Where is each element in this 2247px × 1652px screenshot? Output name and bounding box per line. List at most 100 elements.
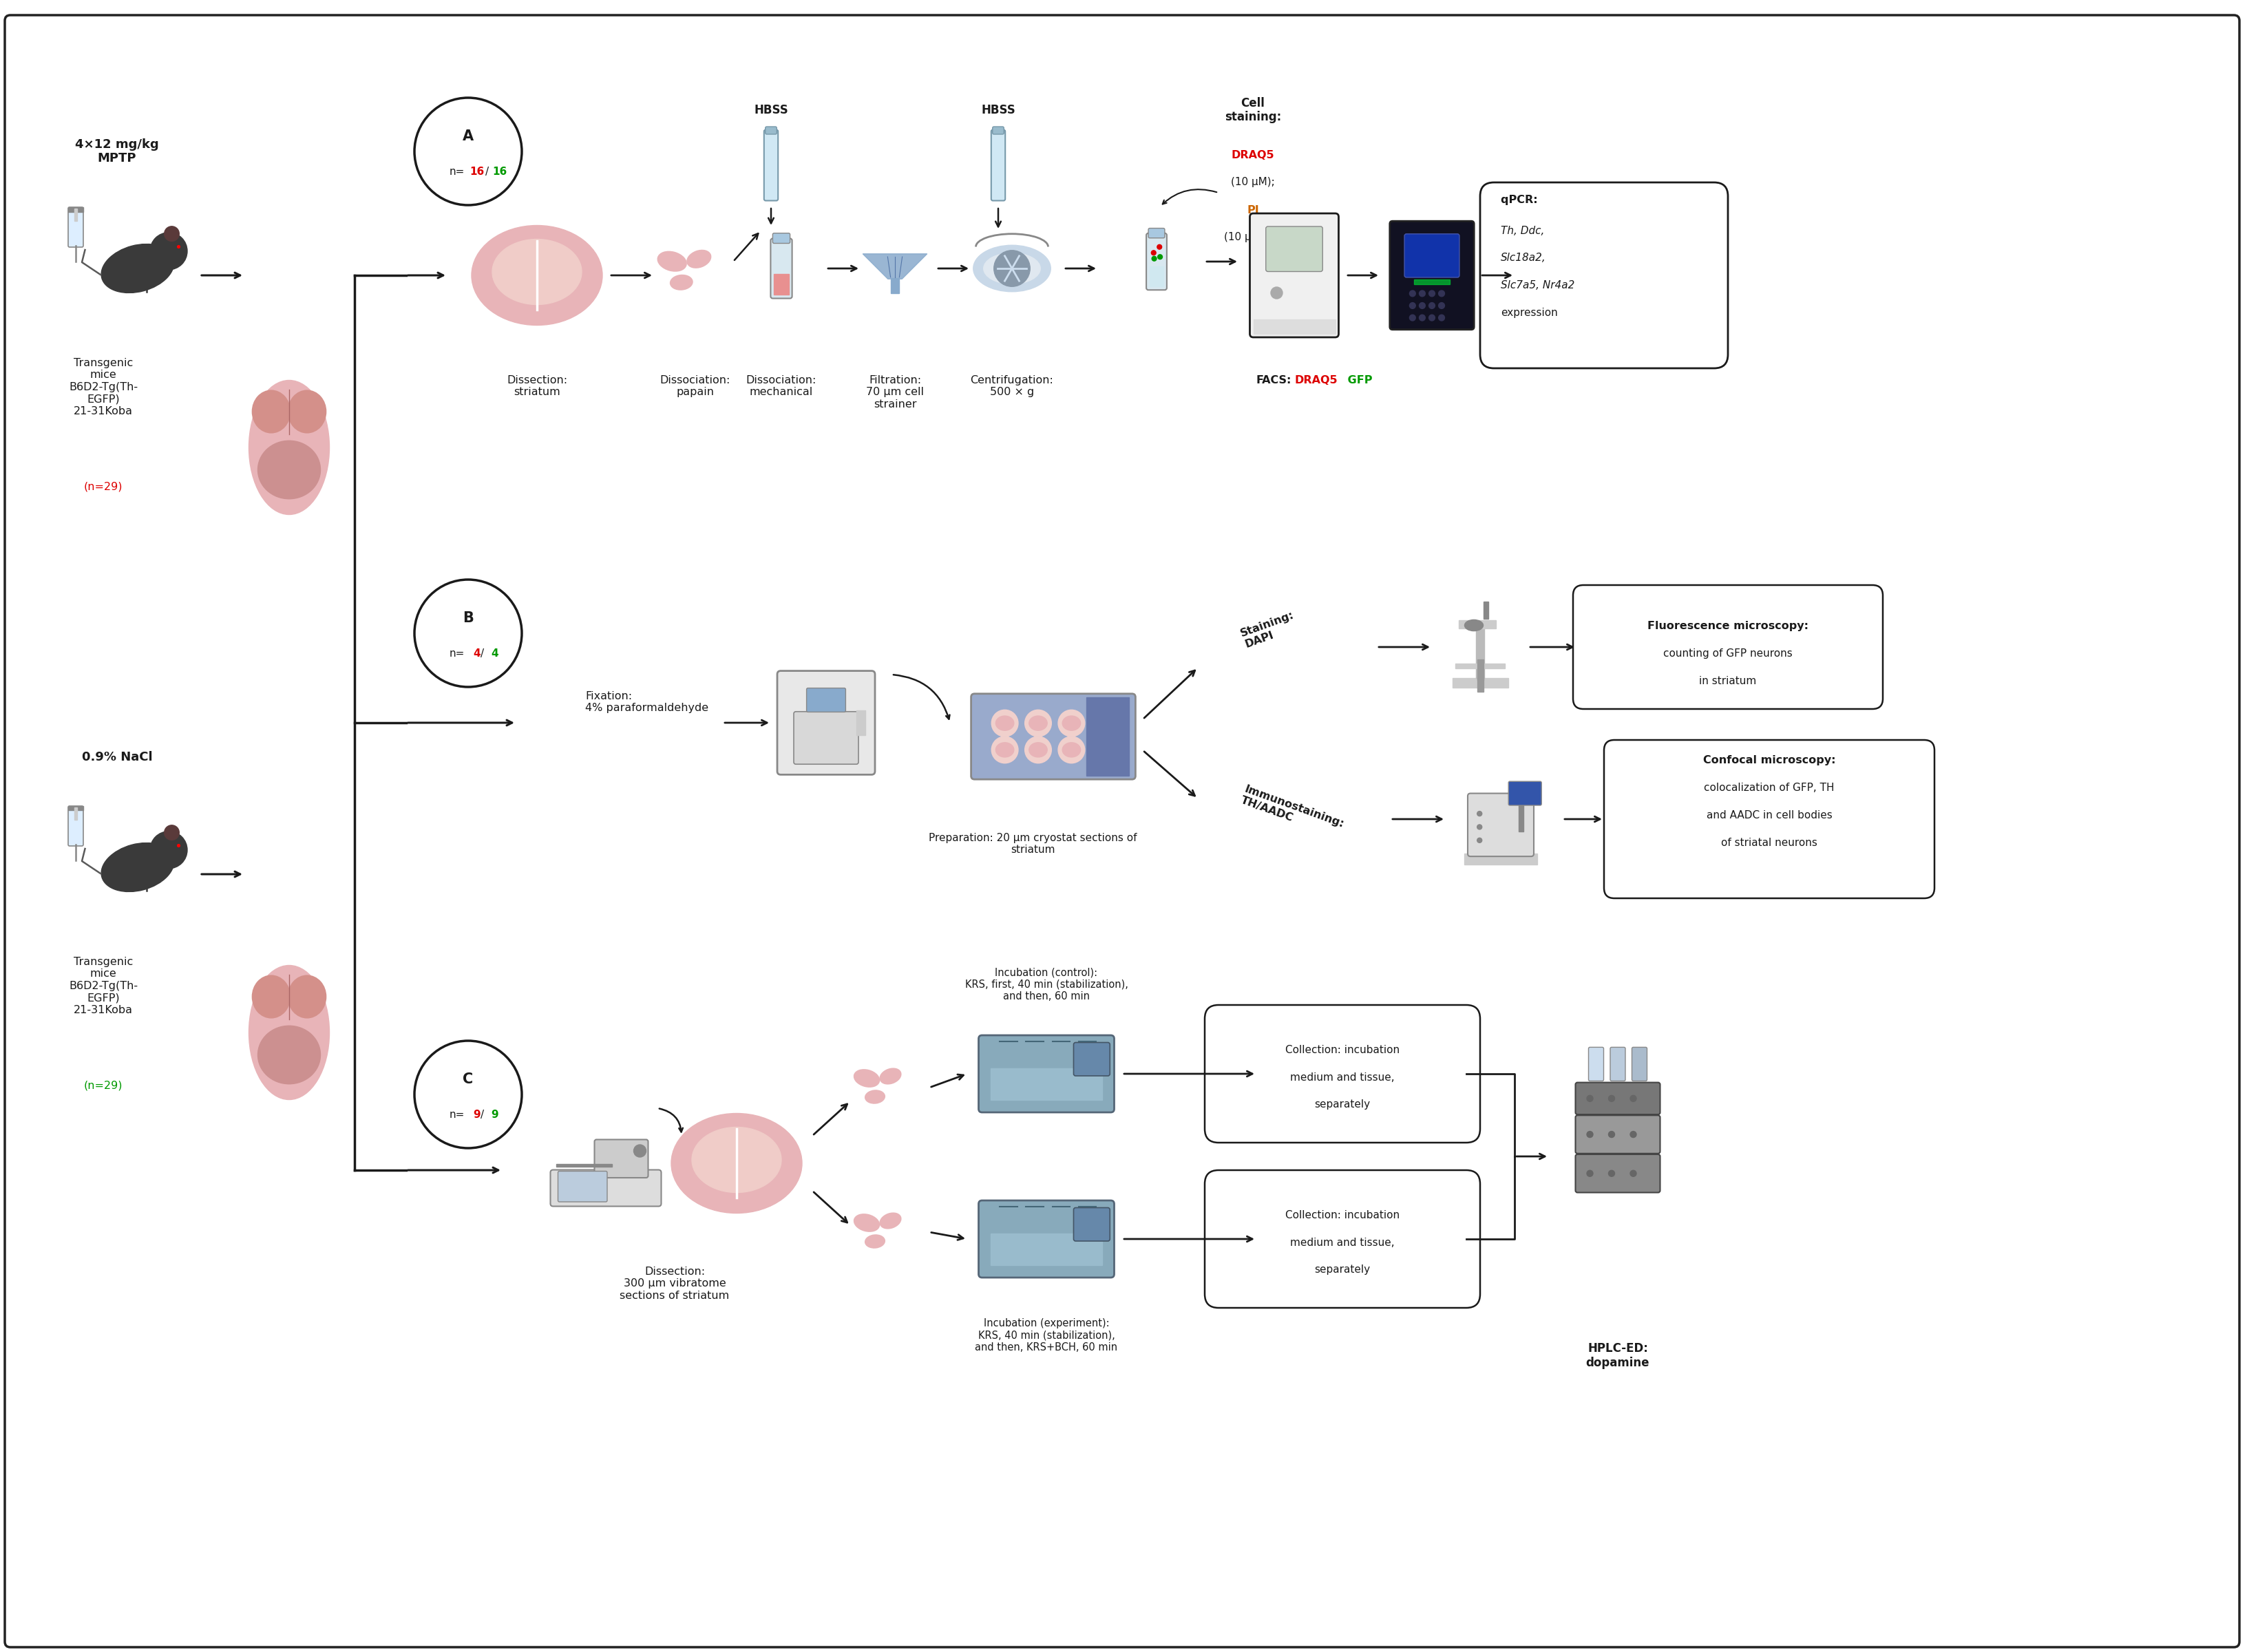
FancyBboxPatch shape — [1589, 1047, 1604, 1080]
Bar — [1476, 626, 1485, 677]
Bar — [557, 1165, 611, 1166]
FancyBboxPatch shape — [1265, 226, 1323, 271]
Text: Collection: incubation: Collection: incubation — [1285, 1044, 1400, 1056]
Circle shape — [151, 831, 187, 869]
Bar — [1476, 677, 1483, 692]
Circle shape — [164, 824, 180, 839]
Text: Incubation (control):
KRS, first, 40 min (stabilization),
and then, 60 min: Incubation (control): KRS, first, 40 min… — [964, 966, 1128, 1001]
Text: HPLC-ED:
dopamine: HPLC-ED: dopamine — [1586, 1341, 1649, 1370]
Circle shape — [1476, 838, 1483, 843]
Text: /: / — [481, 649, 483, 659]
Text: GFP: GFP — [1344, 375, 1373, 385]
Bar — [1088, 697, 1128, 776]
Circle shape — [1438, 291, 1445, 296]
Text: 16: 16 — [470, 167, 485, 177]
Ellipse shape — [995, 715, 1013, 730]
Text: 0.9% NaCl: 0.9% NaCl — [81, 752, 153, 763]
Text: FACS:: FACS: — [1256, 375, 1292, 385]
Bar — [1458, 621, 1497, 628]
Ellipse shape — [252, 975, 290, 1018]
Bar — [1465, 854, 1537, 864]
Circle shape — [1409, 302, 1416, 309]
Bar — [1150, 266, 1164, 286]
Bar — [1476, 669, 1483, 681]
Circle shape — [1438, 314, 1445, 320]
Text: Th, Ddc,: Th, Ddc, — [1501, 225, 1544, 236]
Text: Dissection:
300 μm vibratome
sections of striatum: Dissection: 300 μm vibratome sections of… — [620, 1267, 730, 1300]
FancyBboxPatch shape — [764, 131, 777, 200]
Ellipse shape — [101, 244, 173, 292]
Ellipse shape — [692, 1127, 782, 1193]
FancyBboxPatch shape — [971, 694, 1135, 780]
Bar — [890, 278, 899, 292]
Circle shape — [1629, 1132, 1636, 1138]
Circle shape — [993, 251, 1029, 286]
Ellipse shape — [1029, 715, 1047, 730]
Text: Dissociation:
mechanical: Dissociation: mechanical — [746, 375, 816, 398]
Text: n=: n= — [449, 167, 465, 177]
Text: Collection: incubation: Collection: incubation — [1285, 1209, 1400, 1221]
Text: C: C — [463, 1072, 474, 1087]
FancyBboxPatch shape — [1575, 1082, 1661, 1115]
Ellipse shape — [865, 1090, 885, 1104]
Ellipse shape — [984, 253, 1040, 284]
Ellipse shape — [658, 251, 685, 271]
Ellipse shape — [258, 441, 321, 499]
Circle shape — [1429, 302, 1436, 309]
FancyBboxPatch shape — [807, 687, 845, 712]
Text: 4×12 mg/kg
MPTP: 4×12 mg/kg MPTP — [74, 139, 160, 165]
Text: /: / — [485, 167, 490, 177]
Text: medium and tissue,: medium and tissue, — [1290, 1237, 1395, 1247]
Ellipse shape — [881, 1213, 901, 1229]
Circle shape — [1438, 302, 1445, 309]
Circle shape — [1429, 291, 1436, 296]
Text: and AADC in cell bodies: and AADC in cell bodies — [1705, 811, 1831, 821]
Text: Transgenic
mice
B6D2-Tg(Th-
EGFP)
21-31Koba: Transgenic mice B6D2-Tg(Th- EGFP) 21-31K… — [70, 358, 137, 416]
Bar — [1452, 677, 1508, 687]
FancyBboxPatch shape — [777, 671, 874, 775]
FancyBboxPatch shape — [771, 238, 793, 299]
Text: 9: 9 — [492, 1110, 499, 1120]
FancyBboxPatch shape — [67, 206, 83, 248]
Circle shape — [991, 737, 1018, 763]
Circle shape — [1058, 710, 1085, 737]
Text: Incubation (experiment):
KRS, 40 min (stabilization),
and then, KRS+BCH, 60 min: Incubation (experiment): KRS, 40 min (st… — [975, 1318, 1117, 1353]
Text: qPCR:: qPCR: — [1501, 195, 1541, 205]
Ellipse shape — [1465, 620, 1483, 631]
Text: Dissection:
striatum: Dissection: striatum — [506, 375, 566, 398]
Text: B: B — [463, 611, 474, 624]
Bar — [1456, 664, 1505, 669]
FancyBboxPatch shape — [595, 1140, 647, 1178]
Circle shape — [1429, 314, 1436, 320]
Bar — [773, 274, 789, 296]
Ellipse shape — [881, 1069, 901, 1084]
Bar — [1254, 319, 1335, 334]
Circle shape — [1157, 254, 1162, 259]
Text: Confocal microscopy:: Confocal microscopy: — [1703, 755, 1836, 767]
Circle shape — [1058, 737, 1085, 763]
FancyBboxPatch shape — [1249, 213, 1339, 337]
Circle shape — [1586, 1170, 1593, 1176]
FancyBboxPatch shape — [1391, 221, 1474, 329]
FancyBboxPatch shape — [980, 1201, 1115, 1277]
Ellipse shape — [672, 1113, 802, 1213]
Circle shape — [1629, 1095, 1636, 1102]
Polygon shape — [863, 254, 928, 279]
FancyBboxPatch shape — [773, 233, 791, 243]
FancyBboxPatch shape — [551, 1170, 661, 1206]
Text: Slc18a2,: Slc18a2, — [1501, 253, 1546, 263]
FancyBboxPatch shape — [1074, 1042, 1110, 1075]
Bar — [74, 208, 76, 221]
Ellipse shape — [288, 975, 326, 1018]
Circle shape — [164, 226, 180, 241]
Text: HBSS: HBSS — [755, 104, 789, 116]
Bar — [856, 710, 865, 735]
Text: Fixation:
4% paraformaldehyde: Fixation: 4% paraformaldehyde — [584, 691, 708, 714]
Text: Centrifugation:
500 × g: Centrifugation: 500 × g — [971, 375, 1054, 398]
Text: Dissociation:
papain: Dissociation: papain — [661, 375, 730, 398]
Text: colocalization of GFP, TH: colocalization of GFP, TH — [1703, 783, 1834, 793]
FancyBboxPatch shape — [1575, 1115, 1661, 1153]
Bar — [1413, 279, 1449, 284]
FancyBboxPatch shape — [1404, 235, 1458, 278]
Text: DRAQ5: DRAQ5 — [1294, 375, 1337, 385]
